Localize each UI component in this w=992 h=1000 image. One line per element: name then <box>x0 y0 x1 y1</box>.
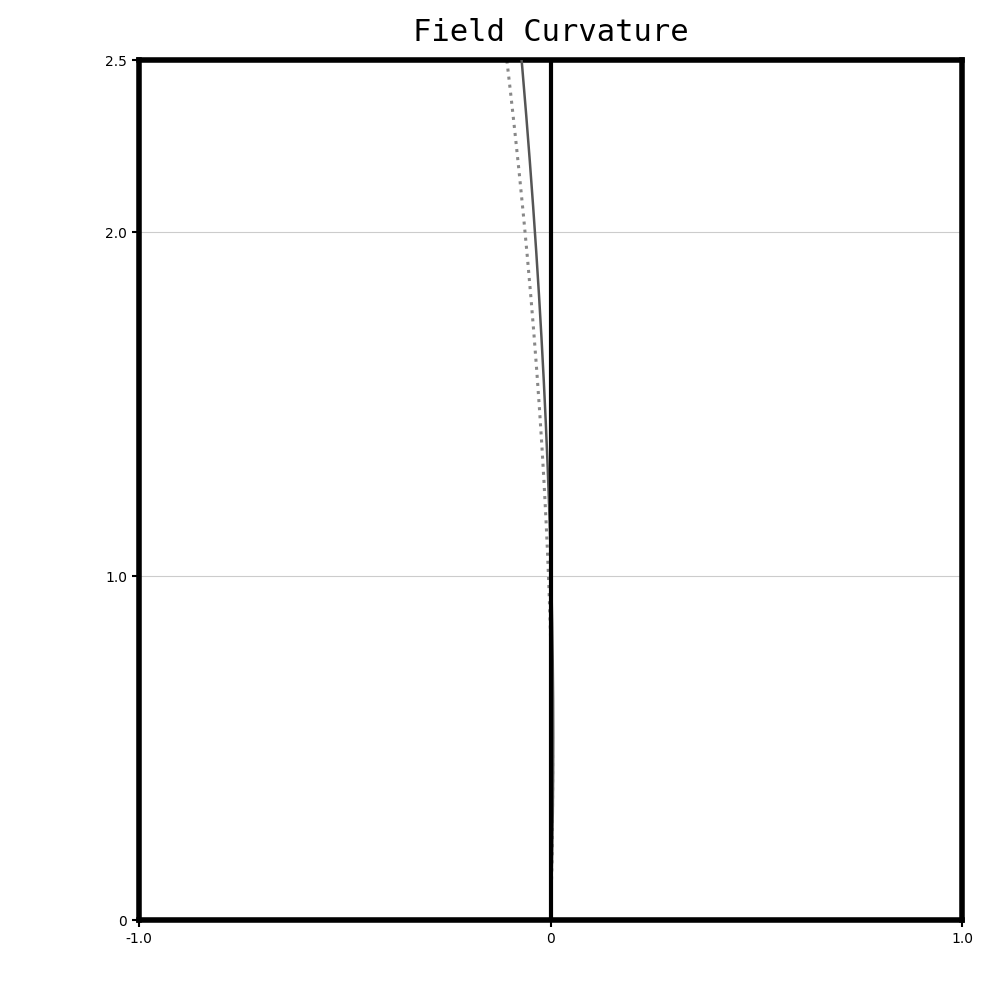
Title: Field Curvature: Field Curvature <box>413 18 688 47</box>
